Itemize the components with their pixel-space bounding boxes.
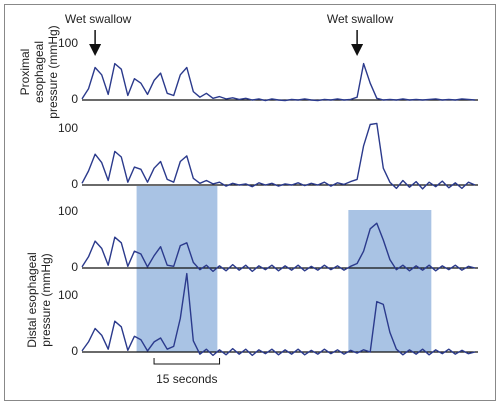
y-axis-label: Distal esophageal (25, 252, 39, 347)
y-tick-label: 0 (71, 92, 78, 106)
y-axis-label: esophageal (32, 41, 46, 103)
y-tick-label: 0 (71, 177, 78, 191)
y-axis-label: Proximal (18, 49, 32, 96)
y-tick-label: 100 (58, 36, 78, 50)
annotation: Wet swallow (327, 12, 394, 26)
y-tick-label: 0 (71, 344, 78, 358)
y-tick-label: 100 (58, 121, 78, 135)
y-tick-label: 0 (71, 260, 78, 274)
trace (81, 122, 476, 190)
highlight (348, 210, 432, 352)
highlight (136, 186, 218, 352)
y-tick-label: 100 (58, 288, 78, 302)
y-axis-label: pressure (mmHg) (39, 253, 53, 346)
trace (81, 222, 476, 273)
scale-bar (153, 358, 221, 365)
scale-bar-label: 15 seconds (156, 372, 217, 386)
annotation: Wet swallow (65, 12, 132, 26)
trace (81, 62, 476, 102)
y-axis-label: pressure (mmHg) (46, 25, 60, 118)
y-tick-label: 100 (58, 204, 78, 218)
trace (81, 272, 476, 357)
